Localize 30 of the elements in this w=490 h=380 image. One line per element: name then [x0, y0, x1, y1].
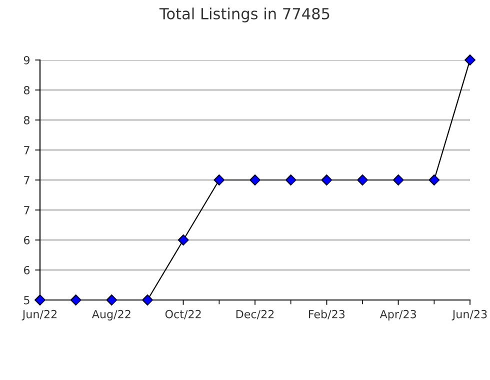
point: [250, 174, 260, 186]
chart-title: Total Listings in 77485: [159, 8, 330, 22]
point: [357, 174, 368, 186]
y-tick-label: 8: [24, 116, 30, 124]
point: [464, 54, 476, 66]
point: [214, 174, 225, 186]
y-tick-label: 7: [24, 146, 30, 154]
point: [285, 174, 296, 186]
point: [392, 174, 404, 186]
point: [106, 294, 118, 306]
x-tick-label: Apr/23: [380, 310, 416, 320]
y-tick-label: 6: [24, 236, 30, 244]
x-tick-label: Aug/22: [92, 310, 130, 320]
point: [70, 294, 82, 306]
y-tick-label: 7: [24, 206, 30, 214]
point: [142, 294, 153, 306]
point: [178, 234, 189, 246]
y-tick-label: 7: [24, 176, 30, 184]
x-tick-label: Oct/22: [165, 310, 201, 320]
x-tick-label: Dec/22: [236, 310, 274, 320]
x-tick-label: Jun/23: [452, 310, 487, 320]
y-tick-label: 9: [24, 56, 30, 64]
point: [428, 174, 440, 186]
y-tick-label: 5: [24, 296, 30, 304]
x-tick-label: Jun/22: [22, 310, 57, 320]
point: [321, 174, 332, 186]
x-tick-label: Feb/23: [308, 310, 345, 320]
y-tick-label: 8: [24, 86, 30, 94]
point: [34, 294, 46, 306]
y-tick-label: 6: [24, 266, 30, 274]
